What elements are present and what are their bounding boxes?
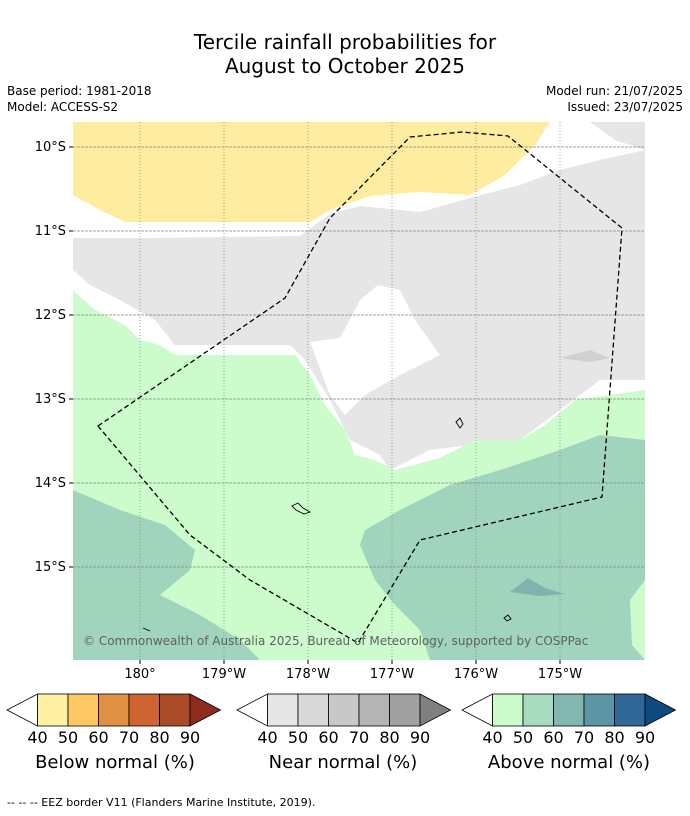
- near-normal-patch: [560, 350, 610, 362]
- colorbar-tick-label: 60: [88, 728, 108, 747]
- lon-label: 178°W: [286, 667, 330, 682]
- model-run-text: Model run: 21/07/2025: [545, 84, 683, 98]
- colorbar-cell: [389, 693, 421, 727]
- lon-label: 180°: [124, 667, 155, 682]
- colorbar-tick-label: 70: [574, 728, 594, 747]
- colorbar-cell: [614, 693, 646, 727]
- colorbar-cell: [128, 693, 160, 727]
- lon-label: 176°W: [454, 667, 498, 682]
- near-normal-top-right: [590, 122, 645, 150]
- lon-label: 179°W: [202, 667, 246, 682]
- colorbar-cell: [267, 693, 299, 727]
- island-shape-1: [455, 417, 464, 429]
- colorbar-cell: [37, 693, 69, 727]
- above-normal-50-region: [73, 490, 260, 660]
- meta-right: Model run: 21/07/2025 Issued: 23/07/2025: [546, 83, 683, 115]
- lat-label: 15°S: [35, 560, 66, 575]
- colorbar-tick-label: 80: [604, 728, 624, 747]
- colorbar-tick-label: 80: [149, 728, 169, 747]
- copyright-text: © Commonwealth of Australia 2025, Bureau…: [83, 634, 588, 648]
- model-text: Model: ACCESS-S2: [7, 100, 119, 114]
- colorbar-over-arrow: [189, 693, 222, 727]
- colorbar-cell: [583, 693, 615, 727]
- colorbar-tick-label: 40: [482, 728, 502, 747]
- colorbar-tick-label: 90: [635, 728, 655, 747]
- colorbar-tick-label: 50: [58, 728, 78, 747]
- colorbar-cell: [98, 693, 130, 727]
- island-shape-3: [503, 614, 512, 622]
- colorbar-under-arrow: [6, 693, 38, 727]
- colorbar-cell: [67, 693, 99, 727]
- colorbar-tick-label: 40: [257, 728, 277, 747]
- islands: [142, 417, 512, 632]
- neutral-gap: [310, 285, 440, 415]
- meta-left: Base period: 1981-2018 Model: ACCESS-S2: [7, 83, 152, 115]
- lon-labels: 180° 179°W 178°W 177°W 176°W 175°W: [124, 667, 582, 682]
- lat-label: 14°S: [35, 476, 66, 491]
- lat-labels: 10°S 11°S 12°S 13°S 14°S 15°S: [35, 140, 66, 575]
- colorbar-tick-label: 80: [379, 728, 399, 747]
- lat-label: 11°S: [35, 224, 66, 239]
- colorbar-tick-label: 50: [288, 728, 308, 747]
- colorbar-over-arrow: [644, 693, 677, 727]
- colorbar-2: 40 50 60 70 80 90: [461, 693, 677, 747]
- lon-label: 175°W: [538, 667, 582, 682]
- above-normal-50-east: [360, 435, 645, 660]
- colorbar-tick-label: 40: [27, 728, 47, 747]
- colorbar-over-arrow: [419, 693, 452, 727]
- colorbar-cell: [522, 693, 554, 727]
- colorbar-under-arrow: [461, 693, 493, 727]
- above-normal-60-patch: [510, 578, 565, 596]
- colorbar-cell: [358, 693, 390, 727]
- map-figure: 10°S 11°S 12°S 13°S 14°S 15°S 180° 179°W…: [35, 122, 645, 682]
- colorbar-cell: [297, 693, 329, 727]
- legends: 40 50 60 70 80 90 40 50 60 70 80 90 40 50 60 70 80 90: [6, 693, 677, 747]
- island-shape-4: [142, 627, 151, 632]
- colorbar-cell: [553, 693, 585, 727]
- colorbar-under-arrow: [236, 693, 268, 727]
- axis-ticks: [69, 146, 561, 664]
- colorbar-cell: [159, 693, 191, 727]
- base-period-text: Base period: 1981-2018: [7, 84, 152, 98]
- legend-title-below: Below normal (%): [35, 752, 195, 773]
- lon-label: 177°W: [370, 667, 414, 682]
- gridlines: [73, 122, 645, 660]
- colorbar-tick-label: 70: [119, 728, 139, 747]
- footnote: -- -- -- EEZ border V11 (Flanders Marine…: [7, 796, 316, 809]
- legend-title-near: Near normal (%): [268, 752, 418, 773]
- issued-text: Issued: 23/07/2025: [567, 100, 683, 114]
- colorbar-1: 40 50 60 70 80 90: [236, 693, 452, 747]
- legend-title-above: Above normal (%): [487, 752, 651, 773]
- title-line-2: August to October 2025: [224, 54, 466, 78]
- colorbar-tick-label: 50: [513, 728, 533, 747]
- lat-label: 12°S: [35, 308, 66, 323]
- colorbar-cell: [492, 693, 524, 727]
- colorbar-tick-label: 90: [180, 728, 200, 747]
- map-area: [73, 122, 645, 660]
- island-shape-2: [291, 502, 312, 515]
- colorbar-tick-label: 70: [349, 728, 369, 747]
- colorbar-tick-label: 90: [410, 728, 430, 747]
- colorbar-cell: [328, 693, 360, 727]
- map-title: Tercile rainfall probabilities for Augus…: [0, 30, 690, 78]
- title-line-1: Tercile rainfall probabilities for: [193, 30, 497, 54]
- lat-label: 10°S: [35, 140, 66, 155]
- colorbar-tick-label: 60: [318, 728, 338, 747]
- lat-label: 13°S: [35, 392, 66, 407]
- eez-border: [97, 131, 623, 644]
- colorbar-tick-label: 60: [543, 728, 563, 747]
- colorbar-0: 40 50 60 70 80 90: [6, 693, 222, 747]
